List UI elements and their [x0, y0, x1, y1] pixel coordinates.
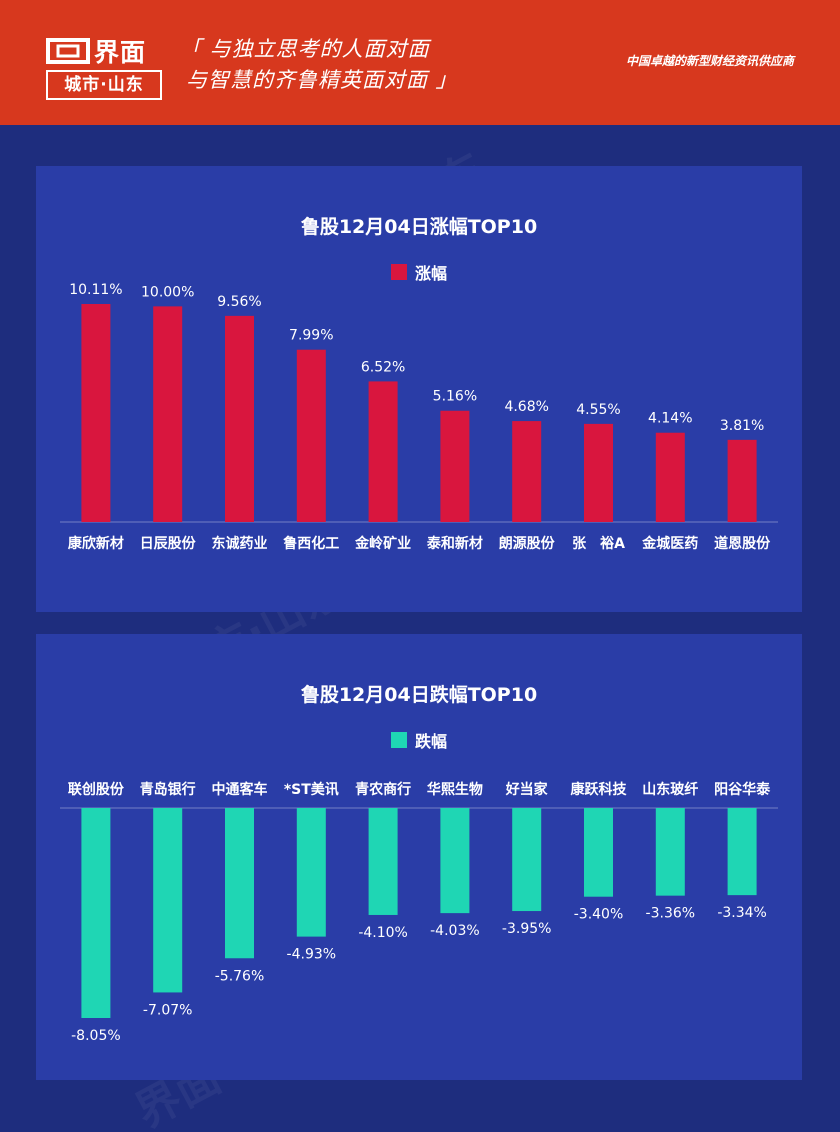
- category-label: 鲁西化工: [282, 535, 339, 552]
- category-label: 好当家: [505, 781, 549, 798]
- data-label: -4.93%: [287, 947, 337, 963]
- chart-title: 鲁股12月04日涨幅TOP10: [300, 216, 538, 238]
- bar: [153, 808, 183, 993]
- logo-subtitle: 城市·山东: [46, 70, 162, 100]
- data-label: 4.55%: [576, 402, 620, 418]
- gainers-panel: 鲁股12月04日涨幅TOP10 涨幅 10.11% 康欣新材 10.00% 日辰股份 9…: [36, 166, 802, 612]
- category-label: 青农商行: [355, 781, 411, 798]
- data-label: 5.16%: [433, 389, 477, 405]
- logo-mark-icon: [46, 38, 90, 64]
- data-label: 10.11%: [69, 282, 122, 298]
- bar: [727, 808, 757, 896]
- bar: [440, 410, 470, 522]
- slogan: 「 与独立思考的人面对面 与智慧的齐鲁精英面对面 」: [180, 34, 510, 96]
- tagline: 中国卓越的新型财经资讯供应商: [625, 54, 794, 68]
- data-label: -3.95%: [502, 921, 552, 937]
- bar: [225, 808, 254, 959]
- category-label: 朗源股份: [499, 535, 556, 552]
- category-label: 张 裕A: [572, 535, 625, 552]
- bar: [655, 432, 685, 522]
- category-label: 东诚药业: [212, 535, 268, 552]
- data-label: -4.03%: [430, 923, 480, 939]
- bar: [584, 808, 613, 897]
- brand-logo: 界面 城市·山东: [46, 34, 162, 100]
- data-label: 9.56%: [217, 294, 261, 310]
- chart-legend: 跌幅: [36, 728, 802, 752]
- category-label: 金岭矿业: [354, 535, 411, 552]
- data-label: 7.99%: [289, 328, 333, 344]
- logo-name: 界面: [94, 38, 147, 67]
- bar: [727, 439, 757, 522]
- losers-panel: 鲁股12月04日跌幅TOP10 跌幅 -8.05% 联创股份 -7.07% 青岛银行 -…: [36, 634, 802, 1080]
- bar: [296, 349, 326, 522]
- slogan-line-1: 「 与独立思考的人面对面: [180, 37, 430, 61]
- bar: [296, 808, 326, 937]
- bar: [512, 421, 542, 522]
- header-banner: 界面 城市·山东 「 与独立思考的人面对面 与智慧的齐鲁精英面对面 」 中国卓越…: [0, 0, 840, 125]
- data-label: 6.52%: [361, 359, 405, 375]
- data-label: 10.00%: [141, 284, 194, 300]
- data-label: -8.05%: [71, 1028, 121, 1044]
- data-label: 4.14%: [648, 411, 692, 427]
- category-label: 康跃科技: [571, 781, 628, 798]
- bar: [655, 808, 685, 896]
- category-label: 康欣新材: [68, 535, 124, 552]
- legend-swatch: [390, 732, 407, 748]
- chart-title: 鲁股12月04日跌幅TOP10: [300, 684, 538, 706]
- category-label: 道恩股份: [714, 535, 771, 552]
- bar: [153, 306, 183, 522]
- data-label: -3.36%: [646, 906, 696, 922]
- legend-label: 跌幅: [414, 732, 447, 751]
- category-label: 联创股份: [68, 781, 125, 798]
- bar: [368, 808, 398, 915]
- bar: [225, 315, 254, 522]
- category-label: 日辰股份: [140, 535, 197, 552]
- losers-chart: -8.05% 联创股份 -7.07% 青岛银行 -5.76% 中通客车 -4.93% *ST美…: [60, 781, 778, 1044]
- data-label: -3.40%: [574, 907, 624, 923]
- bar: [512, 808, 542, 912]
- gainers-chart: 10.11% 康欣新材 10.00% 日辰股份 9.56% 东诚药业 7.99% 鲁西化工 6.…: [60, 282, 778, 552]
- data-label: -5.76%: [215, 968, 265, 984]
- data-label: 3.81%: [720, 418, 764, 434]
- category-label: *ST美讯: [284, 781, 339, 798]
- legend-swatch: [390, 264, 407, 280]
- legend-label: 涨幅: [414, 264, 447, 283]
- data-label: 4.68%: [504, 399, 548, 415]
- category-label: 山东玻纤: [642, 781, 698, 798]
- data-label: -7.07%: [143, 1002, 193, 1018]
- category-label: 中通客车: [212, 781, 268, 798]
- data-label: -4.10%: [358, 925, 408, 941]
- slogan-line-2: 与智慧的齐鲁精英面对面 」: [186, 68, 458, 92]
- category-label: 华熙生物: [427, 781, 483, 798]
- data-label: -3.34%: [717, 905, 767, 921]
- category-label: 青岛银行: [140, 781, 196, 798]
- bar: [368, 381, 398, 522]
- bar: [81, 808, 111, 1018]
- bar: [81, 304, 111, 522]
- category-label: 泰和新材: [426, 535, 483, 552]
- bar: [584, 423, 613, 522]
- bar: [440, 808, 470, 914]
- category-label: 阳谷华泰: [714, 781, 771, 798]
- chart-legend: 涨幅: [36, 260, 802, 284]
- category-label: 金城医药: [641, 535, 698, 552]
